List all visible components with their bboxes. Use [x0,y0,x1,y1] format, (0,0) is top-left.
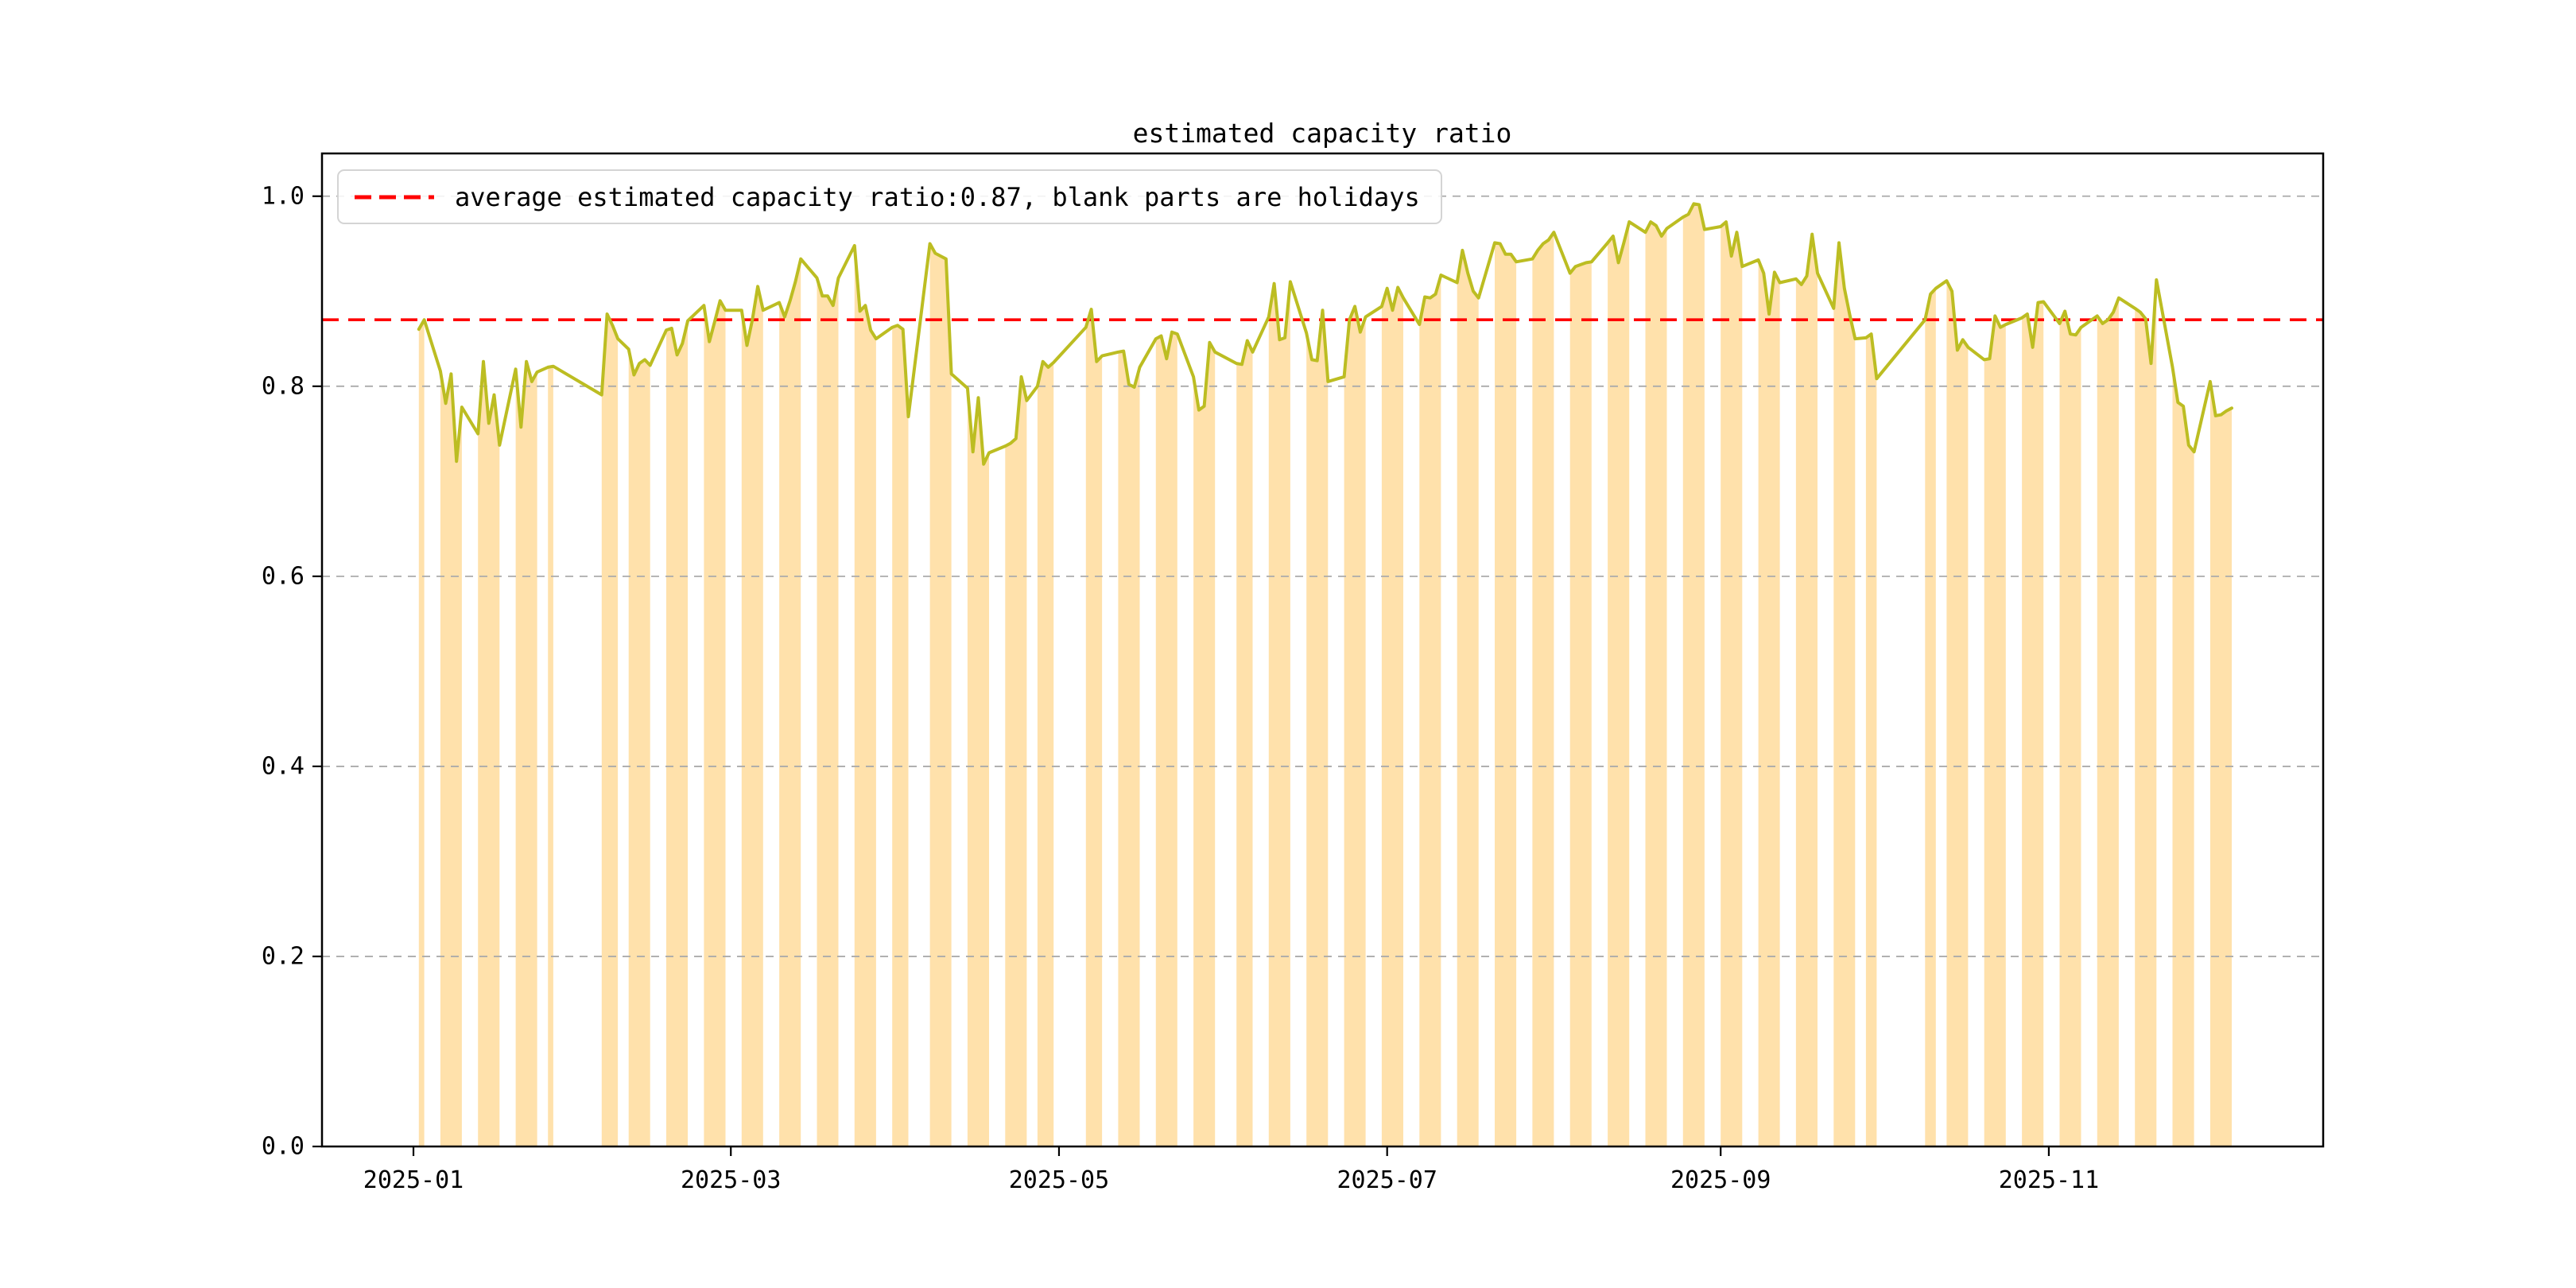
workday-band [854,245,876,1146]
chart-title: estimated capacity ratio [1132,118,1512,149]
x-tick-label: 2025-05 [1009,1166,1109,1194]
workday-band [1495,242,1517,1146]
workday-band [892,325,909,1146]
legend-label: average estimated capacity ratio:0.87, b… [455,181,1420,212]
workday-band [779,258,801,1147]
workday-band [741,286,763,1146]
workday-band [817,277,839,1147]
workday-band [1946,281,1969,1147]
workday-band [1005,376,1027,1146]
workday-band [704,301,726,1146]
workday-band [1381,287,1403,1146]
workday-band [2097,297,2119,1147]
capacity-ratio-line [417,202,2233,466]
workday-band [1833,242,1856,1146]
workday-band [2135,280,2157,1146]
workday-band [1155,332,1177,1147]
workday-band [1569,262,1592,1146]
workday-band [601,314,619,1146]
workday-band [1193,342,1216,1146]
workday-band [548,366,553,1146]
workday-band [1268,281,1290,1146]
workday-band [967,388,989,1146]
x-tick-label: 2025-11 [1999,1166,2099,1194]
workday-band [929,243,952,1146]
workday-band [1865,334,1877,1147]
workday-band [1532,232,1554,1147]
workday-band [1457,250,1479,1146]
workday-band [1344,306,1366,1146]
workday-band [1306,310,1329,1147]
y-tick-label: 0.0 [262,1133,305,1161]
workday-band [515,361,537,1146]
workday-band [418,320,425,1147]
workday-band [1645,222,1667,1147]
y-tick-label: 0.8 [262,372,305,400]
workday-band [1984,316,2006,1146]
x-tick-label: 2025-03 [681,1166,781,1194]
x-tick-label: 2025-01 [363,1166,464,1194]
y-tick-label: 0.2 [262,942,305,970]
workday-band [1037,361,1054,1146]
workday-band [1608,222,1630,1147]
workday-band [1419,275,1441,1146]
workday-band [2059,311,2081,1146]
average-line-legend-swatch [355,195,434,199]
workday-band [1721,222,1743,1147]
y-tick-label: 0.4 [262,752,305,780]
workday-band [628,349,650,1146]
workday-band [1925,288,1936,1147]
x-tick-label: 2025-09 [1670,1166,1771,1194]
workday-band [2022,301,2044,1146]
workday-band [1682,204,1705,1146]
workday-band [1795,234,1818,1147]
workday-band [2172,367,2194,1146]
workday-band [1236,340,1253,1146]
workday-band [2209,381,2232,1146]
y-tick-label: 0.6 [262,562,305,590]
legend: average estimated capacity ratio:0.87, b… [337,169,1442,224]
workday-band [478,361,500,1146]
workday-band [1085,309,1103,1146]
workday-band [1758,259,1780,1146]
x-tick-label: 2025-07 [1336,1166,1437,1194]
y-tick-label: 1.0 [262,182,305,210]
workday-band [666,320,689,1146]
workday-band [440,370,462,1146]
workday-band [1118,351,1140,1147]
plot-border [320,152,2325,1148]
